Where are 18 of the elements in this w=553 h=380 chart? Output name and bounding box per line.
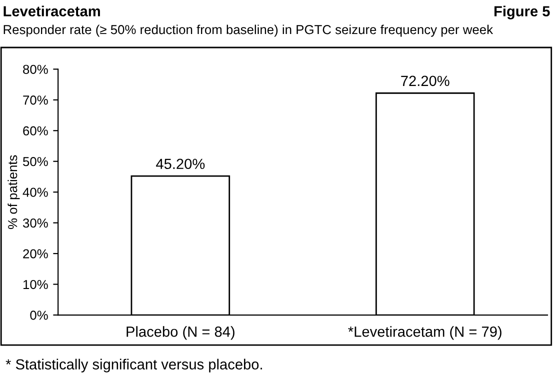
x-tick-label: Placebo (N = 84) [126,326,234,340]
data-label: 45.20% [156,158,205,170]
y-tick-label: 60% [23,126,48,136]
y-tick-label: 10% [23,280,48,290]
x-tick-label: *Levetiracetam (N = 79) [348,326,502,340]
data-label: 72.20% [401,76,450,86]
text: * Statistically significant versus placebo. [6,358,262,372]
y-tick-label: 50% [23,157,48,166]
chart-subtitle: Responder rate (≥ 50% reduction from baseline) in PGTC seizure frequency per week [4,24,494,37]
y-tick-label: 20% [23,249,48,258]
caption: Figure 5 [494,6,550,20]
y-tick-label: 70% [23,96,48,105]
y-tick-label: 0% [30,310,48,320]
y-tick-label: 40% [22,188,48,197]
y-tick-label: 30% [22,218,48,228]
chart-title: Levetiracetam [4,6,100,16]
y-tick-label: 80% [23,64,48,74]
y-axis-title: % of patients [8,155,20,229]
